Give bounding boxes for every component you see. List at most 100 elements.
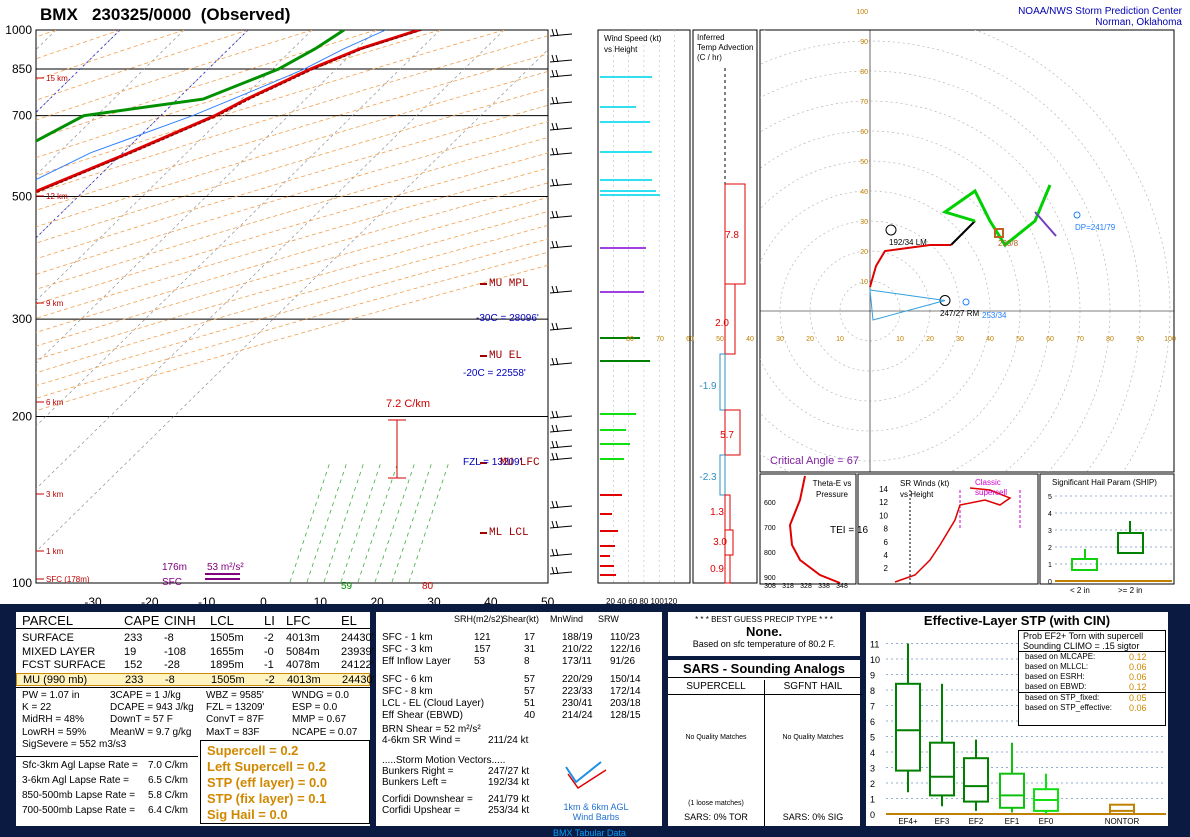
- moist-adiabat: [357, 461, 399, 583]
- index-value: FZL = 13209': [206, 702, 265, 714]
- stp-ytick-1: 1: [870, 795, 875, 805]
- kin-header-3: SRW: [598, 614, 619, 624]
- index-value: ESP = 0.0: [292, 702, 338, 714]
- parcel-row: MIXED LAYER 19 -108 1655m -0 5084m 23939': [16, 645, 374, 659]
- stp-box: [1109, 803, 1135, 815]
- profile-temperature: [36, 30, 420, 194]
- hodo-m: 233/8: [998, 239, 1019, 248]
- critical-angle: Critical Angle = 67: [770, 455, 859, 467]
- sr-wind-value: 211/24 kt: [488, 735, 529, 746]
- kin-cell: 223/33: [562, 686, 593, 697]
- wind-barb: [549, 28, 573, 37]
- srw-title-1: SR Winds (kt): [900, 479, 950, 488]
- ship-title: Significant Hail Param (SHIP): [1052, 478, 1157, 487]
- hodo-segment-3: [1034, 211, 1057, 237]
- tempadv-title-1: Inferred: [697, 33, 725, 42]
- theta-ytick-800: 800: [764, 550, 776, 557]
- theta-title-2: Pressure: [815, 490, 848, 499]
- wind-barb: [549, 122, 573, 131]
- tempadv-box: [719, 353, 726, 411]
- temp-tick-40: 40: [484, 595, 498, 605]
- stp-cat-4: EF0: [1039, 817, 1054, 826]
- hodo-mean-marker: [994, 228, 1004, 238]
- kin-cell: 214/24: [562, 710, 593, 721]
- parcel-row: MU (990 mb) 233 -8 1505m -2 4013m 24430': [16, 672, 375, 686]
- hodo-xlabel-15: 80: [1106, 336, 1114, 343]
- prob-list: based on MLCAPE: 0.12 based on MLLCL: 0.06 b…: [1019, 652, 1165, 713]
- kin-cell: 57: [524, 686, 536, 697]
- moist-adiabat: [391, 461, 433, 583]
- sr-wind-label: 4-6km SR Wind =: [382, 735, 461, 746]
- ship-ytick-0: 0: [1048, 579, 1052, 586]
- kin-cell: 173/11: [562, 656, 592, 667]
- tempadv-value-6: 3.0: [713, 537, 727, 548]
- kin-cell: 31: [524, 644, 536, 655]
- kin-cell: 40: [524, 710, 536, 721]
- sars-title: SARS - Sounding Analogs: [668, 660, 860, 678]
- dry-adiabat: [36, 30, 185, 81]
- vector-label: Bunkers Left =: [382, 777, 447, 788]
- tempadv-title-3: (C / hr): [697, 53, 722, 62]
- lapse-rate-value: 7.0 C/km: [148, 760, 189, 771]
- theta-xtick-338: 338: [818, 583, 830, 590]
- parcel-cell: 24430': [342, 673, 375, 686]
- moist-adiabat: [408, 461, 450, 583]
- parcel-cell: -1: [264, 659, 274, 671]
- hodo-ylabel-60: 60: [860, 129, 868, 136]
- sars-hline: [668, 694, 862, 695]
- sars-nomatch-1: No Quality Matches: [685, 734, 747, 741]
- wetbulb-trace: [36, 30, 386, 181]
- stp-ytick-10: 10: [870, 655, 880, 665]
- dry-adiabat: [36, 264, 548, 412]
- stp-ytick-0: 0: [870, 810, 875, 820]
- hodo-xlabel-5: 30: [776, 336, 784, 343]
- sars-divider: [764, 680, 765, 826]
- ship-ytick-5: 5: [1048, 494, 1052, 501]
- moist-adiabat: [289, 461, 331, 583]
- parcel-cell: 23939': [341, 645, 374, 658]
- parcel-cell: -8: [165, 673, 175, 686]
- sars-nomatch-2: No Quality Matches: [782, 734, 844, 741]
- srw-title-2: vs Height: [900, 490, 934, 499]
- hodo-xlabel-12: 50: [1016, 336, 1024, 343]
- ship-ytick-2: 2: [1048, 545, 1052, 552]
- temp-tick-50: 50: [541, 595, 555, 605]
- composite-param: Left Supercell = 0.2: [207, 759, 326, 774]
- lapse-rate-value: 5.8 C/km: [148, 790, 189, 801]
- precip-panel: * * * BEST GUESS PRECIP TYPE * * * None.…: [666, 610, 862, 658]
- parcel-header: PARCEL CAPE CINH LCL LI LFC EL: [16, 613, 370, 629]
- composite-param: STP (fix layer) = 0.1: [207, 791, 327, 806]
- kin-cell: 8: [524, 656, 530, 667]
- prob-value: 0.06: [1129, 662, 1147, 672]
- moist-adiabat: [340, 461, 382, 583]
- isotherm-highlight: [36, 30, 249, 239]
- sars-col-hail: SGFNT HAIL: [783, 681, 843, 692]
- hodo-xlabel-9: 20: [926, 336, 934, 343]
- hodo-xlabel-10: 30: [956, 336, 964, 343]
- theta-ytick-900: 900: [764, 575, 776, 582]
- parcel-cell: FCST SURFACE: [22, 659, 106, 671]
- parcel-cell: 233: [124, 632, 143, 644]
- tempadv-value-4: -2.3: [699, 472, 717, 483]
- wind-barb: [549, 440, 573, 449]
- wind-title-1: Wind Speed (kt): [604, 34, 662, 43]
- ml-lcl-label: ML LCL: [489, 527, 529, 539]
- stp-ytick-7: 7: [870, 702, 875, 712]
- dry-adiabat: [36, 53, 548, 211]
- precip-note: Based on sfc temperature of 80.2 F.: [692, 639, 836, 649]
- wind-barb: [549, 357, 573, 366]
- parcel-cell: 5084m: [286, 645, 320, 658]
- hodo-xlabel-8: 10: [896, 336, 904, 343]
- hodo-ylabel-30: 30: [860, 219, 868, 226]
- barb-caption: 1km & 6km AGL Wind Barbs: [536, 802, 656, 822]
- kin-cell: 150/14: [610, 674, 641, 685]
- height-label-6: SFC (178m): [46, 575, 90, 584]
- tempadv-value-3: 5.7: [720, 430, 734, 441]
- hodo-ylabel-40: 40: [860, 189, 868, 196]
- tei-label: TEI = 16: [830, 525, 869, 536]
- hodo-xlabel-3: 50: [716, 336, 724, 343]
- parcel-cell: 4013m: [286, 632, 320, 644]
- hodo-lm-marker: [885, 224, 897, 236]
- brn-shear: BRN Shear = 52 m²/s²: [382, 724, 481, 735]
